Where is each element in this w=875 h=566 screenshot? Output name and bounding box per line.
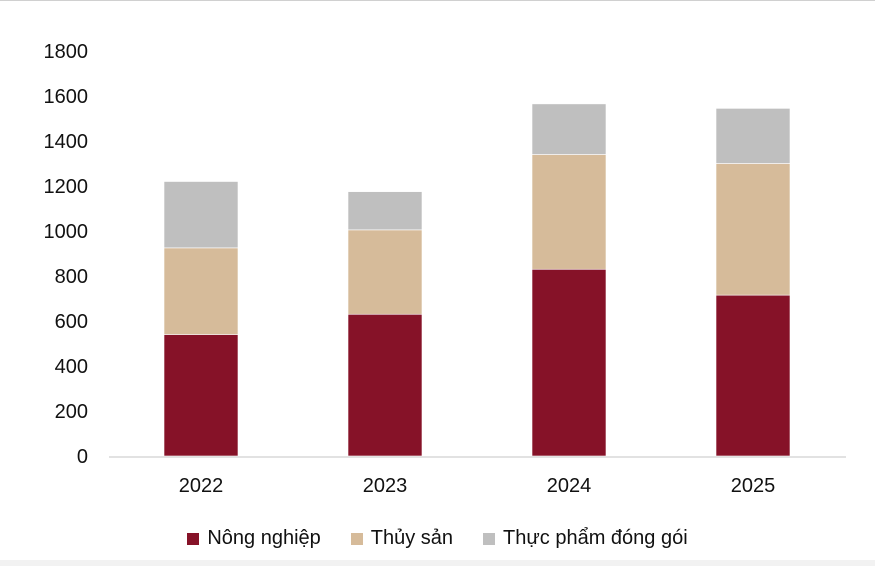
y-tick-label: 1000 [44,221,89,243]
bar-segment-2023-1 [347,229,423,315]
legend-label: Nông nghiệp [207,527,321,549]
y-tick-label: 800 [55,266,88,288]
bar-segment-2025-0 [715,294,791,457]
x-axis: 2022 2023 2024 2025 [179,475,776,497]
y-tick-label: 1800 [44,41,89,63]
bar-segment-2022-0 [163,334,239,457]
y-tick-label: 600 [55,311,88,333]
bar-segment-2023-0 [347,313,423,457]
y-tick-label: 1400 [44,131,89,153]
legend-swatch [350,532,363,545]
x-tick-label: 2024 [547,475,592,497]
bar-segment-2023-2 [347,191,423,231]
bar-segment-2022-1 [163,247,239,335]
bottom-strip [0,560,875,566]
legend-label: Thực phẩm đóng gói [503,527,688,549]
bar-segment-2025-2 [715,108,791,164]
bar-segment-2022-2 [163,181,239,249]
y-axis: 0 200 400 600 800 1000 1200 1400 1600 1800 [44,41,89,468]
bar-segment-2024-2 [531,103,607,155]
y-tick-label: 1200 [44,176,89,198]
y-tick-label: 200 [55,401,88,423]
legend-item: Thực phẩm đóng gói [483,527,688,550]
bar-segment-2024-1 [531,154,607,270]
y-tick-label: 400 [55,356,88,378]
bar-segment-2025-1 [715,163,791,296]
legend: Nông nghiệp Thủy sản Thực phẩm đóng gói [0,527,875,550]
x-tick-label: 2025 [731,475,776,497]
legend-swatch [187,532,200,545]
x-tick-label: 2023 [363,475,408,497]
legend-item: Nông nghiệp [187,527,321,550]
bar-segment-2024-0 [531,268,607,457]
legend-label: Thủy sản [370,527,454,549]
bars [163,103,791,457]
x-tick-label: 2022 [179,475,224,497]
legend-item: Thủy sản [350,527,454,550]
y-tick-label: 1600 [44,86,89,108]
y-tick-label: 0 [77,446,88,468]
legend-swatch [483,532,496,545]
